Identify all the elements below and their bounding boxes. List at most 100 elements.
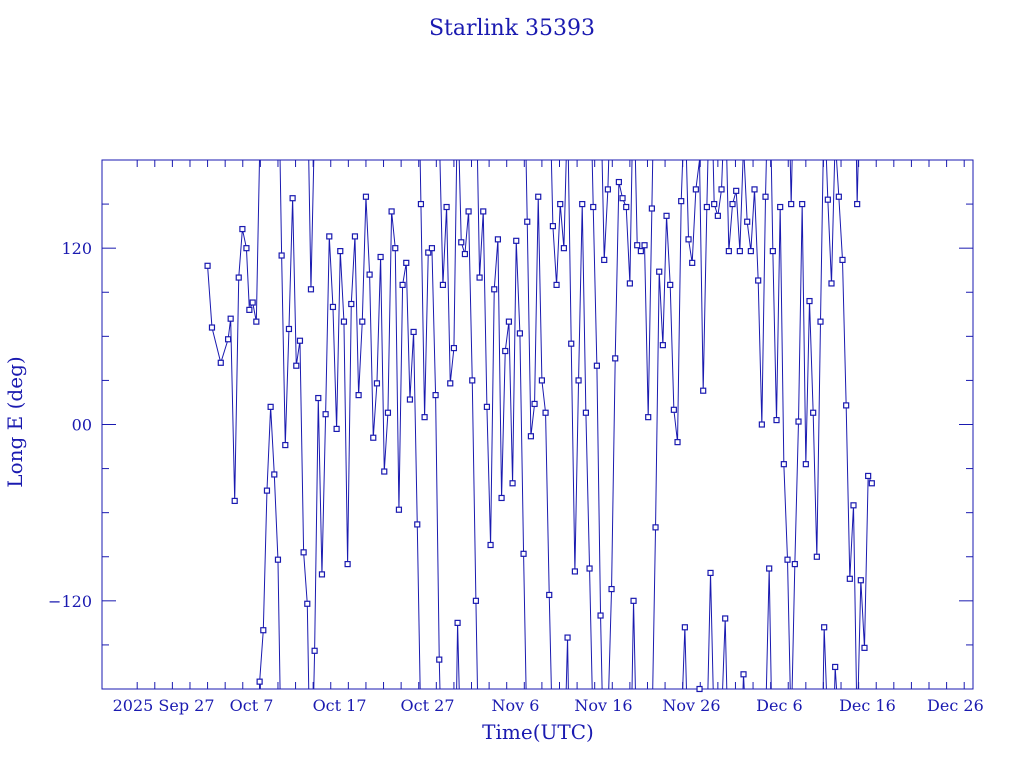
- data-point: [263, 487, 271, 494]
- data-point: [802, 461, 809, 468]
- data-point: [476, 274, 483, 281]
- data-point: [326, 233, 333, 240]
- data-point: [458, 239, 465, 246]
- data-point: [623, 203, 630, 211]
- x-tick-label: Oct 27: [401, 696, 455, 715]
- data-point: [370, 434, 377, 441]
- data-point: [461, 250, 469, 258]
- x-axis-label: Time(UTC): [482, 720, 594, 744]
- data-point: [685, 236, 692, 243]
- data-point: [667, 281, 674, 289]
- data-point: [513, 237, 520, 244]
- data-point: [795, 418, 802, 425]
- data-point: [769, 248, 776, 255]
- data-point: [722, 615, 729, 622]
- data-point: [359, 318, 366, 325]
- data-point: [729, 200, 736, 208]
- data-point: [355, 392, 362, 399]
- data-point: [546, 591, 553, 599]
- data-point: [762, 193, 769, 200]
- data-point: [780, 461, 787, 468]
- data-point: [289, 195, 296, 202]
- data-point: [425, 249, 432, 256]
- data-point: [208, 324, 216, 331]
- data-point: [487, 541, 494, 549]
- data-point: [472, 597, 480, 604]
- data-point: [733, 187, 740, 194]
- data-point: [656, 268, 663, 275]
- data-point: [399, 281, 406, 289]
- data-point: [549, 223, 556, 230]
- data-point: [403, 259, 410, 266]
- data-point: [285, 325, 293, 333]
- x-tick-label: Nov 6: [492, 696, 540, 715]
- data-point: [351, 233, 359, 240]
- data-point: [718, 186, 725, 193]
- data-point: [857, 577, 864, 584]
- data-point: [736, 248, 743, 255]
- data-point: [227, 315, 234, 322]
- data-point: [520, 550, 527, 557]
- data-point: [821, 624, 828, 631]
- data-point: [590, 203, 597, 211]
- data-point: [498, 494, 505, 502]
- data-point: [703, 203, 710, 211]
- data-point: [531, 400, 538, 408]
- data-point: [318, 571, 326, 578]
- data-point: [428, 245, 436, 252]
- data-point: [663, 212, 670, 219]
- data-point: [630, 597, 637, 604]
- data-point: [483, 403, 491, 410]
- data-point: [637, 248, 644, 255]
- data-point: [362, 193, 370, 200]
- data-point: [271, 471, 278, 478]
- data-point: [340, 318, 348, 325]
- y-tick-label: 120: [61, 239, 92, 258]
- data-point: [641, 242, 648, 249]
- data-point: [246, 306, 253, 313]
- data-point: [524, 218, 531, 225]
- data-point: [278, 252, 285, 259]
- data-point: [253, 318, 260, 325]
- data-point: [388, 208, 395, 215]
- data-point: [861, 644, 868, 651]
- data-point: [439, 281, 447, 289]
- data-point: [322, 411, 329, 418]
- y-tick-label: −120: [48, 592, 92, 611]
- data-point: [648, 205, 655, 212]
- data-point: [217, 359, 224, 366]
- data-point: [758, 421, 765, 428]
- data-point: [381, 468, 388, 475]
- data-point: [604, 186, 611, 193]
- data-point: [568, 340, 575, 347]
- data-point: [417, 200, 425, 208]
- data-point: [344, 560, 351, 568]
- data-point: [791, 560, 798, 568]
- data-point: [813, 553, 820, 560]
- data-point: [700, 387, 707, 394]
- data-point: [586, 565, 593, 572]
- data-point: [491, 286, 498, 293]
- data-point: [421, 414, 428, 421]
- y-axis-label: Long E (deg): [3, 356, 27, 488]
- data-point: [509, 480, 516, 487]
- data-point: [575, 377, 582, 384]
- data-point: [231, 497, 238, 505]
- data-point: [447, 380, 454, 387]
- data-point: [854, 200, 861, 208]
- data-point: [692, 186, 699, 193]
- data-point: [538, 377, 545, 384]
- data-point: [502, 347, 509, 355]
- data-point: [652, 524, 659, 531]
- data-point: [480, 208, 487, 215]
- data-point: [249, 299, 256, 306]
- data-point: [329, 303, 337, 311]
- data-point: [828, 280, 835, 287]
- data-point: [384, 409, 392, 416]
- data-point: [373, 380, 381, 387]
- data-point: [337, 248, 344, 255]
- data-point: [469, 377, 476, 384]
- data-point: [725, 248, 732, 255]
- data-point: [608, 585, 615, 593]
- x-tick-label: Nov 16: [574, 696, 632, 715]
